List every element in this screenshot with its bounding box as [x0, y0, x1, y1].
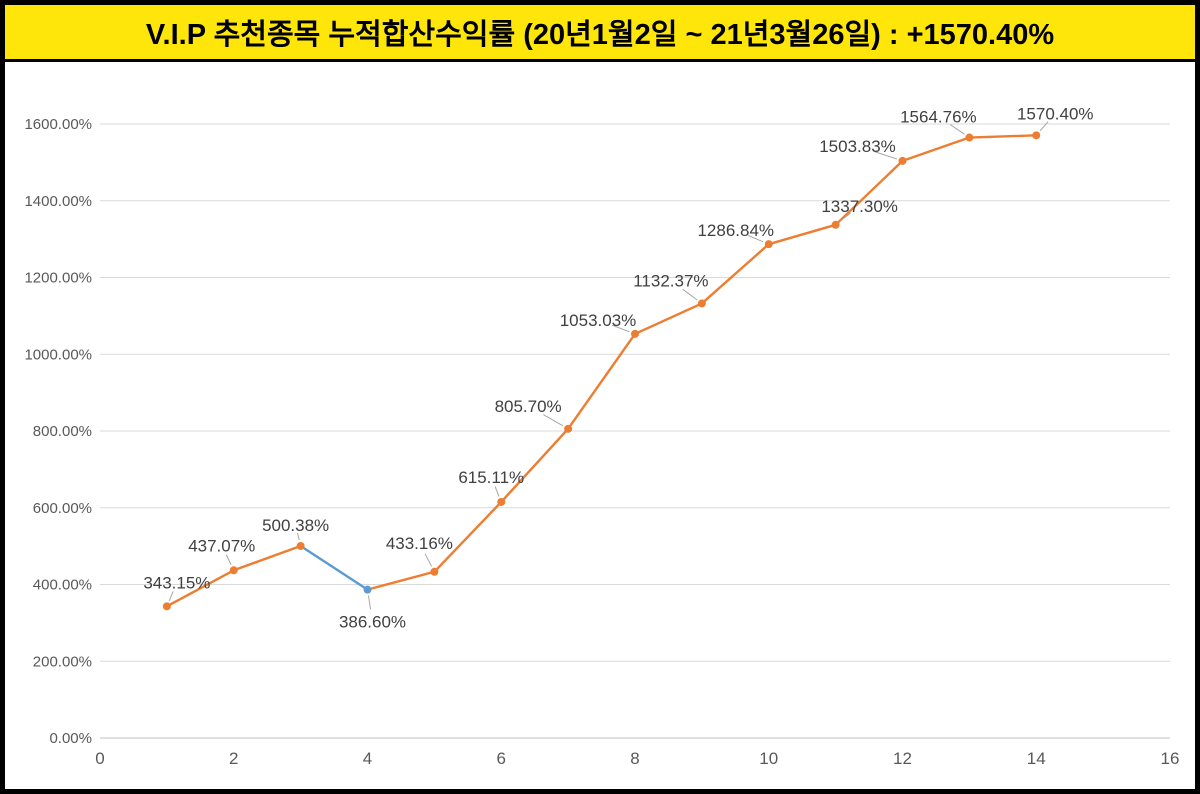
data-point-label: 437.07% [188, 536, 255, 555]
y-axis-tick-label: 1400.00% [24, 193, 92, 210]
y-axis-tick-label: 200.00% [33, 653, 92, 670]
series-line-segment [566, 332, 637, 431]
label-leader-line [168, 591, 174, 601]
x-axis-tick-label: 8 [630, 749, 639, 768]
chart-area: 0.00% 200.00% 400.00% 600.00% 800.00% 1000.00… [5, 62, 1195, 786]
x-axis-tick-label: 10 [759, 749, 778, 768]
data-point-marker [430, 567, 439, 576]
x-axis-tick-label: 4 [363, 749, 372, 768]
series-line-segment [834, 159, 904, 227]
label-leader-line [424, 553, 433, 567]
data-point-marker [831, 220, 840, 229]
x-axis-tick-label: 0 [95, 749, 104, 768]
series-line-segment [901, 136, 971, 163]
series-line-segment [366, 570, 436, 591]
series-line-segment [500, 427, 570, 504]
label-leader-line [1039, 121, 1049, 132]
data-point-marker [296, 541, 305, 550]
data-point-label: 615.11% [458, 468, 524, 487]
data-point-marker [1032, 131, 1041, 140]
x-axis-tick-label: 2 [229, 749, 238, 768]
y-axis-tick-label: 1000.00% [24, 346, 92, 363]
series-line-segment [165, 569, 235, 608]
series-line-segment [433, 500, 503, 573]
data-point-marker [965, 133, 974, 142]
series-line-segment [968, 134, 1038, 139]
x-axis-tick-label: 12 [893, 749, 912, 768]
data-point-label: 1286.84% [697, 221, 774, 240]
label-leader-line [874, 151, 897, 160]
label-leader-line [949, 124, 965, 135]
x-axis-tick-label: 16 [1161, 749, 1180, 768]
series-line-segment [700, 242, 770, 305]
data-point-marker [229, 566, 238, 575]
label-leader-line [297, 532, 300, 541]
label-leader-line [840, 212, 851, 222]
data-point-marker [764, 240, 773, 249]
y-axis-tick-label: 1600.00% [24, 116, 92, 133]
y-axis-tick-label: 800.00% [33, 423, 92, 440]
data-point-label: 1132.37% [633, 271, 708, 290]
data-point-label: 1053.03% [560, 311, 637, 330]
data-point-label: 1570.40% [1017, 104, 1094, 123]
y-axis-tick-label: 1200.00% [24, 270, 92, 287]
data-point-marker [697, 299, 706, 308]
data-point-marker [898, 156, 907, 165]
data-point-label: 1564.76% [900, 108, 977, 127]
data-point-label: 1337.30% [821, 197, 898, 216]
data-point-label: 1503.83% [819, 137, 896, 156]
label-leader-line [748, 235, 764, 243]
data-point-label: 433.16% [386, 534, 453, 553]
chart-title: V.I.P 추천종목 누적합산수익률 (20년1월2일 ~ 21년3월26일) … [145, 19, 1055, 51]
title-banner: V.I.P 추천종목 누적합산수익률 (20년1월2일 ~ 21년3월26일) … [5, 5, 1195, 62]
label-leader-line [225, 554, 232, 566]
label-leader-line [611, 324, 630, 333]
series-line-segment [299, 544, 369, 591]
data-point-marker [631, 329, 639, 338]
label-leader-line [367, 595, 372, 610]
data-point-marker [162, 602, 171, 611]
x-axis-tick-label: 6 [497, 749, 506, 768]
series-line-segment [633, 302, 704, 336]
data-point-marker [564, 424, 573, 433]
data-point-label: 500.38% [262, 516, 329, 535]
y-axis-tick-label: 0.00% [49, 730, 92, 747]
y-axis-tick-label: 400.00% [33, 577, 92, 594]
data-point-label: 343.15% [143, 573, 210, 592]
cumulative-return-line-chart: 0.00% 200.00% 400.00% 600.00% 800.00% 1000.00… [24, 104, 1180, 768]
label-leader-line [543, 414, 564, 427]
series-line-segment [232, 544, 302, 572]
x-axis-tick-label: 14 [1027, 749, 1046, 768]
data-point-label: 805.70% [495, 397, 562, 416]
label-leader-line [494, 486, 500, 497]
label-leader-line [682, 288, 698, 301]
y-axis-tick-label: 600.00% [33, 500, 92, 517]
series-line-segment [767, 223, 837, 246]
data-point-marker [363, 585, 372, 594]
data-point-label: 386.60% [339, 613, 406, 632]
data-point-marker [497, 497, 506, 506]
